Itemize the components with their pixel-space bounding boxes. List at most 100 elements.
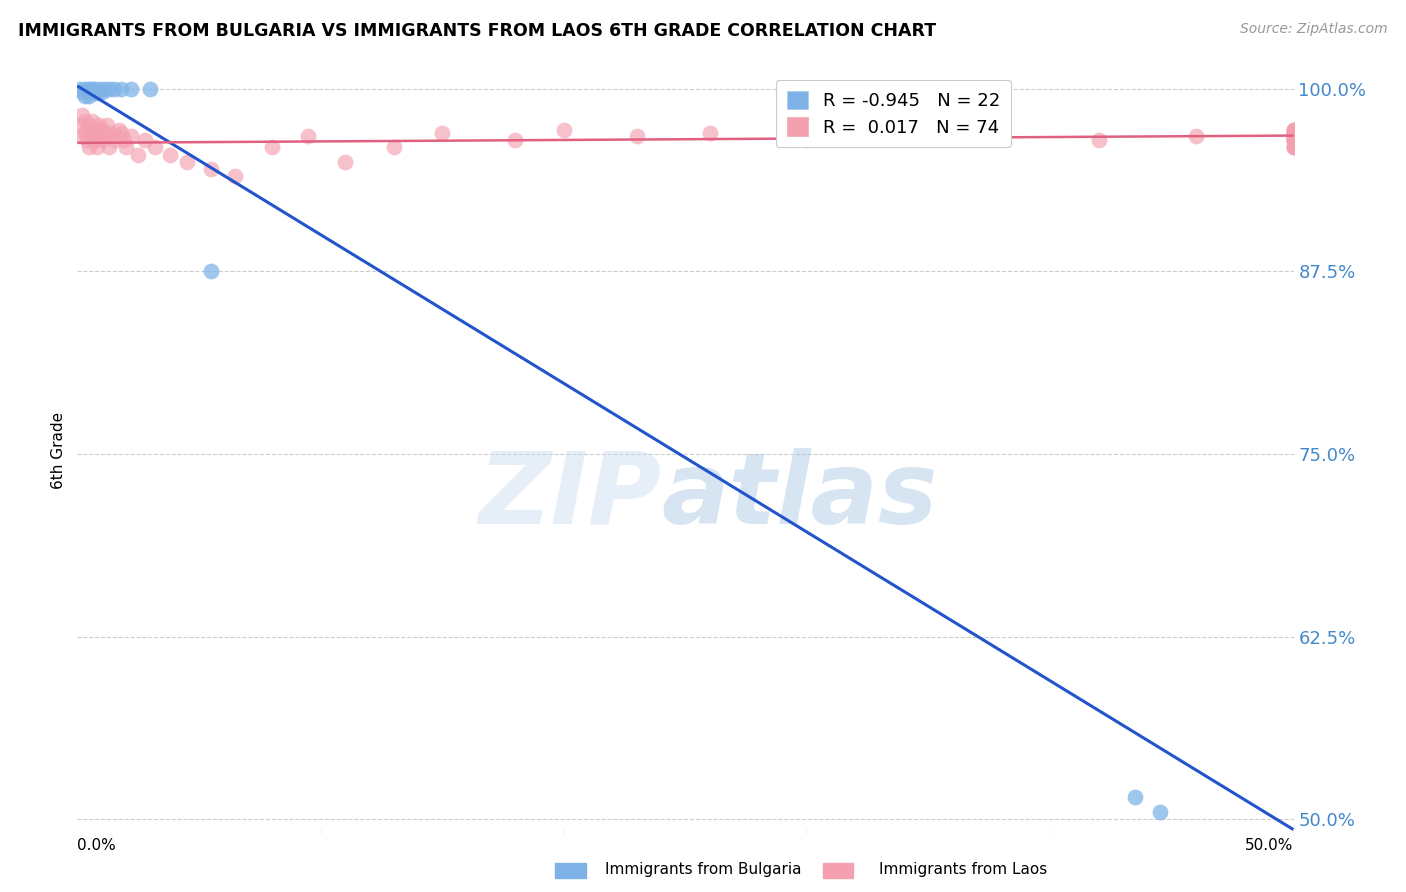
Point: [200, 162, 222, 177]
Point: [97, 140, 120, 154]
Point: [86, 86, 108, 100]
Point: [76, 85, 98, 99]
Point: [1282, 140, 1305, 154]
Point: [127, 147, 149, 161]
Point: [1088, 133, 1111, 147]
Point: [1282, 126, 1305, 140]
Point: [143, 140, 166, 154]
Point: [1282, 126, 1305, 140]
Text: Immigrants from Bulgaria: Immigrants from Bulgaria: [605, 863, 801, 877]
Point: [1282, 122, 1305, 136]
Point: [1282, 122, 1305, 136]
Point: [1282, 126, 1305, 140]
Point: [105, 128, 128, 143]
Point: [80, 114, 103, 128]
Point: [1282, 122, 1305, 136]
Point: [73, 89, 96, 103]
Text: Immigrants from Laos: Immigrants from Laos: [879, 863, 1047, 877]
Point: [333, 154, 356, 169]
Point: [893, 128, 915, 143]
Point: [120, 128, 142, 143]
Point: [110, 126, 132, 140]
Text: atlas: atlas: [661, 448, 938, 545]
Point: [699, 126, 721, 140]
Point: [110, 82, 132, 96]
Point: [80, 128, 103, 143]
Point: [73, 114, 96, 128]
Point: [96, 119, 118, 133]
Text: 50.0%: 50.0%: [1246, 838, 1294, 854]
Point: [97, 82, 120, 96]
Point: [159, 147, 181, 161]
Point: [89, 128, 111, 143]
Point: [96, 128, 118, 143]
Point: [93, 82, 115, 96]
Point: [90, 133, 112, 147]
Point: [990, 126, 1012, 140]
Point: [90, 85, 112, 99]
Point: [1282, 128, 1305, 143]
Point: [73, 126, 96, 140]
Point: [93, 126, 115, 140]
Point: [103, 133, 125, 147]
Point: [1282, 133, 1305, 147]
Point: [134, 133, 156, 147]
Point: [76, 122, 98, 136]
Text: IMMIGRANTS FROM BULGARIA VS IMMIGRANTS FROM LAOS 6TH GRADE CORRELATION CHART: IMMIGRANTS FROM BULGARIA VS IMMIGRANTS F…: [18, 22, 936, 40]
Point: [79, 89, 101, 103]
Point: [1125, 790, 1147, 805]
Point: [1282, 128, 1305, 143]
Point: [1282, 126, 1305, 140]
Point: [107, 122, 129, 136]
Point: [120, 82, 142, 96]
Point: [90, 122, 112, 136]
Point: [224, 169, 246, 184]
Point: [1282, 126, 1305, 140]
Point: [70, 128, 93, 143]
Point: [83, 82, 105, 96]
Point: [73, 82, 96, 96]
Point: [1185, 128, 1208, 143]
Point: [297, 128, 319, 143]
Point: [176, 154, 198, 169]
Point: [89, 119, 111, 133]
Point: [1282, 128, 1305, 143]
Point: [83, 122, 105, 136]
Point: [86, 140, 108, 154]
Point: [69, 82, 91, 96]
Point: [1282, 140, 1305, 154]
Point: [139, 82, 162, 96]
Point: [553, 122, 575, 136]
Text: ZIP: ZIP: [478, 448, 661, 545]
Point: [260, 140, 283, 154]
Point: [626, 128, 648, 143]
Point: [79, 119, 101, 133]
Point: [80, 82, 103, 96]
Point: [70, 85, 93, 99]
Point: [83, 85, 105, 99]
Point: [69, 119, 91, 133]
Point: [86, 126, 108, 140]
Point: [1282, 133, 1305, 147]
Point: [1282, 140, 1305, 154]
Point: [796, 133, 818, 147]
Point: [1282, 122, 1305, 136]
Point: [503, 133, 526, 147]
Text: 0.0%: 0.0%: [77, 838, 117, 854]
Point: [200, 264, 222, 278]
Point: [79, 140, 101, 154]
Point: [89, 82, 111, 96]
Point: [100, 126, 122, 140]
Point: [103, 82, 125, 96]
Point: [430, 126, 453, 140]
Point: [76, 133, 98, 147]
Text: Source: ZipAtlas.com: Source: ZipAtlas.com: [1240, 22, 1388, 37]
Y-axis label: 6th Grade: 6th Grade: [51, 412, 66, 489]
Point: [1282, 140, 1305, 154]
Point: [1282, 133, 1305, 147]
Point: [79, 82, 101, 96]
Point: [115, 140, 138, 154]
Point: [112, 133, 135, 147]
Point: [70, 108, 93, 122]
Point: [1149, 805, 1171, 819]
